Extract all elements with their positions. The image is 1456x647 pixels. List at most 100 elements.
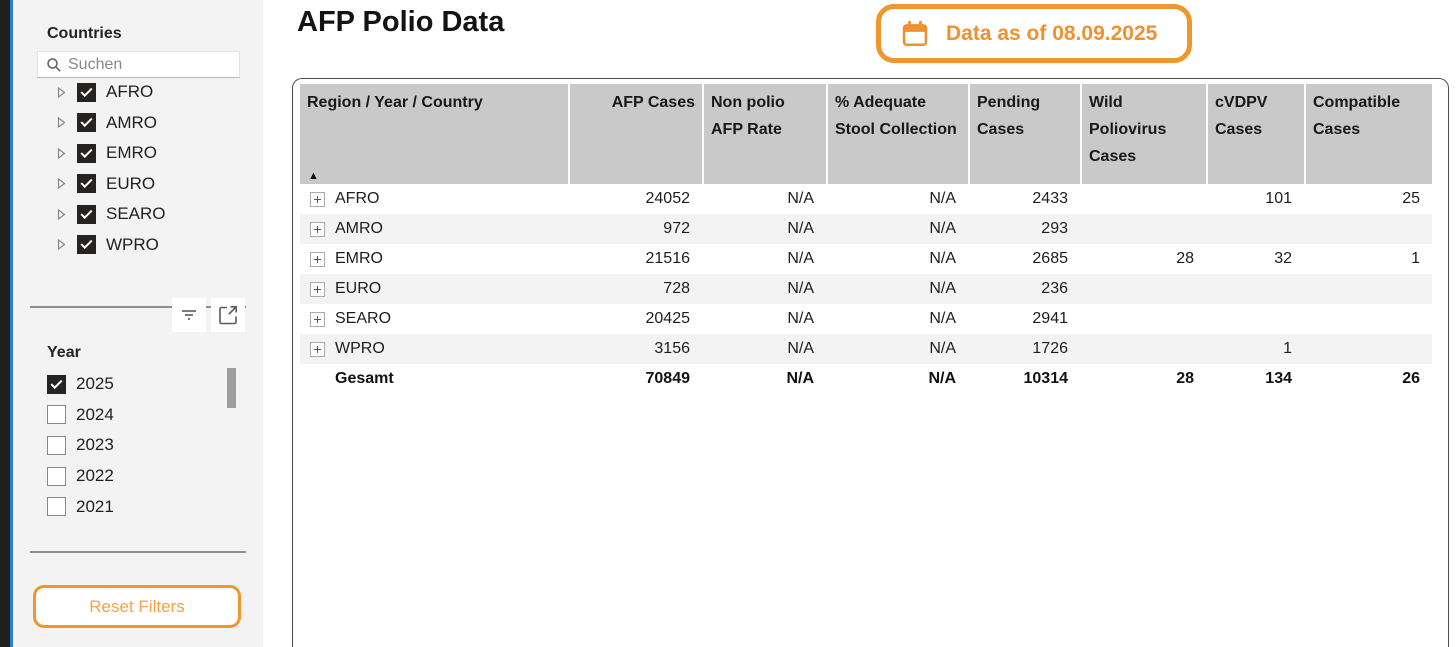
cell-wild-poliovirus-cases: 28 (1176, 250, 1194, 267)
cell-non-polio-afp-rate: N/A (787, 310, 814, 327)
cell-compatible-cases: 25 (1402, 190, 1420, 207)
year-item-2025[interactable]: 2025 (13, 369, 263, 400)
cell-cvdpv-cases: 32 (1274, 250, 1292, 267)
cell-non-polio-afp-rate: N/A (787, 280, 814, 297)
data-as-of-text: Data as of 08.09.2025 (946, 21, 1158, 45)
chevron-right-icon[interactable] (57, 208, 66, 220)
region-cell: WPRO (300, 340, 568, 358)
cell-afp-cases: 3156 (654, 340, 690, 357)
region-cell: EMRO (300, 250, 568, 268)
cell-adequate-stool-collection: N/A (929, 220, 956, 237)
region-label: SEARO (335, 310, 392, 327)
year-checkbox[interactable] (47, 374, 66, 394)
column-header-afp-cases[interactable]: AFP Cases (570, 84, 702, 184)
country-item-searo[interactable]: SEARO (13, 199, 263, 230)
country-item-amro[interactable]: AMRO (13, 108, 263, 139)
column-header-non-polio-afp-rate[interactable]: Non polio AFP Rate (704, 84, 826, 184)
country-item-emro[interactable]: EMRO (13, 138, 263, 169)
year-item-2023[interactable]: 2023 (13, 430, 263, 461)
column-header-pending-cases[interactable]: Pending Cases (970, 84, 1080, 184)
table-row-searo[interactable]: SEARO 20425 N/A N/A 2941 (300, 304, 1432, 334)
expand-plus-icon[interactable] (310, 341, 325, 357)
column-header-compatible-cases[interactable]: Compatible Cases (1306, 84, 1432, 184)
cell-afp-cases: 20425 (645, 310, 691, 327)
country-search-box[interactable] (37, 51, 240, 78)
reset-filters-button[interactable]: Reset Filters (33, 585, 241, 628)
year-item-2022[interactable]: 2022 (13, 461, 263, 492)
year-item-2024[interactable]: 2024 (13, 400, 263, 431)
year-checkbox[interactable] (47, 405, 66, 425)
region-label: EURO (335, 280, 382, 297)
region-cell: EURO (300, 280, 568, 298)
cell-compatible-cases: 1 (1411, 250, 1420, 267)
year-scrollbar-thumb[interactable] (227, 368, 236, 408)
cell-pending-cases: 10314 (1023, 370, 1069, 387)
country-item-euro[interactable]: EURO (13, 169, 263, 200)
cell-pending-cases: 293 (1041, 220, 1068, 237)
region-cell: SEARO (300, 310, 568, 328)
region-cell: AMRO (300, 220, 568, 238)
page-title: AFP Polio Data (297, 6, 505, 38)
country-label: AMRO (106, 112, 157, 132)
expand-plus-icon[interactable] (310, 281, 325, 297)
expand-plus-icon[interactable] (310, 221, 325, 237)
year-checkbox[interactable] (47, 435, 66, 455)
column-header-region-year-country[interactable]: Region / Year / Country ▲ (300, 84, 568, 184)
expand-plus-icon[interactable] (310, 191, 325, 207)
year-list: 2025 2024 2023 2022 2021 (13, 369, 263, 522)
cell-compatible-cases: 26 (1402, 370, 1420, 387)
country-checkbox[interactable] (77, 204, 96, 224)
region-cell: Gesamt (300, 370, 568, 388)
table-row-emro[interactable]: EMRO 21516 N/A N/A 2685 28 32 1 (300, 244, 1432, 274)
country-checkbox[interactable] (77, 113, 96, 133)
cell-adequate-stool-collection: N/A (929, 250, 956, 267)
table-header-row: Region / Year / Country ▲ AFP Cases Non … (300, 84, 1432, 184)
country-checkbox[interactable] (77, 235, 96, 255)
country-checkbox[interactable] (77, 82, 96, 102)
country-item-afro[interactable]: AFRO (13, 77, 263, 108)
country-search-input[interactable] (68, 55, 218, 74)
year-item-2021[interactable]: 2021 (13, 491, 263, 522)
chevron-right-icon[interactable] (57, 239, 66, 251)
year-slicer-title: Year (47, 344, 81, 361)
year-label: 2021 (76, 496, 114, 516)
year-checkbox[interactable] (47, 466, 66, 486)
slicer-divider-bottom (30, 551, 246, 553)
cell-non-polio-afp-rate: N/A (787, 250, 814, 267)
country-label: WPRO (106, 234, 159, 254)
search-icon (47, 57, 61, 72)
cell-cvdpv-cases: 134 (1265, 370, 1292, 387)
table-row-afro[interactable]: AFRO 24052 N/A N/A 2433 101 25 (300, 184, 1432, 214)
country-label: EURO (106, 173, 156, 193)
region-label: AFRO (335, 190, 380, 207)
table-row-amro[interactable]: AMRO 972 N/A N/A 293 (300, 214, 1432, 244)
chevron-right-icon[interactable] (57, 117, 66, 129)
country-checkbox[interactable] (77, 174, 96, 194)
chevron-right-icon[interactable] (57, 147, 66, 159)
country-checkbox[interactable] (77, 143, 96, 163)
year-label: 2022 (76, 466, 114, 486)
sort-ascending-icon: ▲ (308, 170, 319, 182)
table-row-euro[interactable]: EURO 728 N/A N/A 236 (300, 274, 1432, 304)
region-cell: AFRO (300, 190, 568, 208)
filter-button[interactable] (172, 298, 206, 332)
column-header-cvdpv-cases[interactable]: cVDPV Cases (1208, 84, 1304, 184)
table-row-wpro[interactable]: WPRO 3156 N/A N/A 1726 1 (300, 334, 1432, 364)
cell-pending-cases: 236 (1041, 280, 1068, 297)
chevron-right-icon[interactable] (57, 178, 66, 190)
year-checkbox[interactable] (47, 497, 66, 517)
column-header-wild-poliovirus-cases[interactable]: Wild Poliovirus Cases (1082, 84, 1206, 184)
country-item-wpro[interactable]: WPRO (13, 230, 263, 261)
cell-pending-cases: 2685 (1032, 250, 1068, 267)
column-header-adequate-stool-collection[interactable]: % Adequate Stool Collection (828, 84, 968, 184)
calendar-icon (902, 20, 928, 46)
focus-mode-button[interactable] (211, 298, 245, 332)
expand-plus-icon[interactable] (310, 311, 325, 327)
cell-adequate-stool-collection: N/A (929, 310, 956, 327)
table-row-gesamt[interactable]: Gesamt 70849 N/A N/A 10314 28 134 26 (300, 364, 1432, 394)
cell-non-polio-afp-rate: N/A (787, 340, 814, 357)
filter-icon (182, 310, 196, 320)
expand-plus-icon[interactable] (310, 251, 325, 267)
matrix-visual: Region / Year / Country ▲ AFP Cases Non … (292, 78, 1449, 647)
chevron-right-icon[interactable] (57, 86, 66, 98)
